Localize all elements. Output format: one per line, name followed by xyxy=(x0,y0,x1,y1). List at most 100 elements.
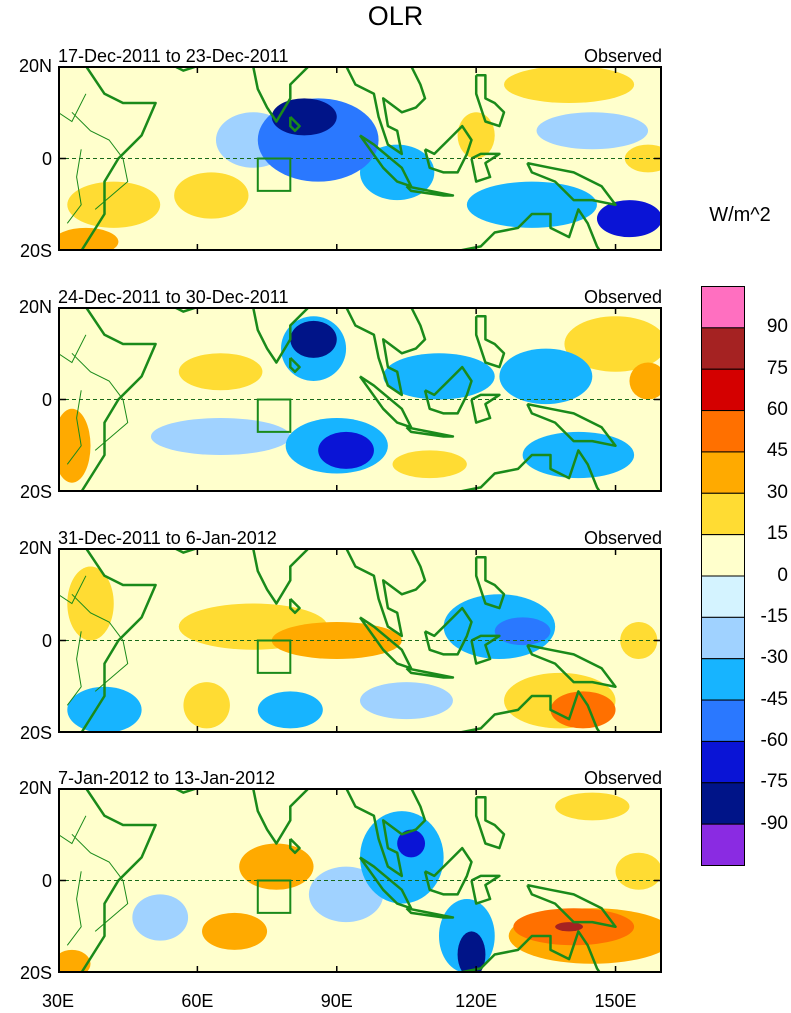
anomaly-contour xyxy=(629,362,662,400)
coastline xyxy=(423,124,473,174)
colorbar-swatch xyxy=(701,616,745,660)
coastline xyxy=(289,116,301,133)
anomaly-contour xyxy=(615,852,662,890)
anomaly-contour xyxy=(457,931,486,973)
coastline xyxy=(455,690,602,733)
panel-observed-label: Observed xyxy=(583,528,662,548)
anomaly-contour xyxy=(178,353,263,391)
anomaly-contour xyxy=(624,144,662,173)
anomaly-contour xyxy=(67,686,142,733)
x-tick-label: 90E xyxy=(320,991,353,1011)
colorbar-swatch xyxy=(701,534,745,577)
colorbar-level-label: 0 xyxy=(777,564,788,586)
anomaly-contour xyxy=(150,418,291,455)
map-frame xyxy=(58,66,662,251)
coastline xyxy=(474,556,506,610)
coastline xyxy=(470,874,501,905)
anomaly-contour xyxy=(383,353,495,400)
colorbar-level-label: 45 xyxy=(766,440,788,462)
country-border xyxy=(71,593,129,692)
anomaly-contour xyxy=(58,949,91,973)
colorbar-level-label: -30 xyxy=(760,647,788,669)
colorbar-level-label: -90 xyxy=(760,812,788,834)
coastline xyxy=(58,788,157,973)
anomaly-contour xyxy=(466,181,597,228)
coastline xyxy=(336,307,427,397)
colorbar-swatch xyxy=(701,658,745,701)
colorbar-level-label: -60 xyxy=(760,729,788,751)
y-tick-label: 0 xyxy=(41,148,52,169)
map-panel: 31-Dec-2011 to 6-Jan-2012 Observed 20N 0 20S xyxy=(0,528,700,743)
colorbar-swatch xyxy=(701,410,745,453)
anomaly-contour xyxy=(67,566,114,641)
coastline xyxy=(405,426,455,438)
coastline xyxy=(423,846,473,896)
country-border xyxy=(71,111,129,210)
anomaly-contour xyxy=(290,320,337,358)
colorbar-level-label: 60 xyxy=(766,399,788,421)
coastline xyxy=(58,548,157,733)
map-panel: 17-Dec-2011 to 23-Dec-2011 Observed 20N 0 20… xyxy=(0,46,700,261)
anomaly-contour xyxy=(499,348,593,405)
coastline xyxy=(474,74,506,128)
colorbar-swatch xyxy=(701,740,745,784)
map-frame xyxy=(58,788,662,973)
coastline xyxy=(336,788,427,878)
y-tick-label: 20N xyxy=(18,56,52,76)
map-frame xyxy=(58,548,662,733)
y-tick-label: 0 xyxy=(41,630,52,651)
y-tick-label: 20S xyxy=(19,241,52,261)
country-border xyxy=(66,631,82,706)
colorbar-level-label: -45 xyxy=(760,688,788,710)
coastline xyxy=(455,930,602,973)
coastline xyxy=(289,838,301,855)
coastline xyxy=(251,548,310,605)
anomaly-contour xyxy=(397,829,426,858)
x-tick-label: 60E xyxy=(181,991,214,1011)
colorbar-level-label: 90 xyxy=(766,316,788,338)
olr-anomaly-map xyxy=(58,307,662,492)
y-tick-label: 20N xyxy=(18,297,52,317)
y-tick-label: 0 xyxy=(41,389,52,410)
coastline xyxy=(470,152,501,183)
anomaly-contour xyxy=(457,112,495,159)
anomaly-contour xyxy=(239,843,314,890)
anomaly-contour xyxy=(620,622,658,659)
coastline xyxy=(455,449,602,492)
coastline xyxy=(526,402,617,448)
colorbar-level-label: 15 xyxy=(766,523,788,545)
x-tick-label: 120E xyxy=(455,991,498,1011)
anomaly-contour xyxy=(257,691,323,729)
region-box xyxy=(256,639,292,674)
anomaly-contour xyxy=(132,894,189,941)
anomaly-contour xyxy=(564,316,662,372)
region-box xyxy=(256,398,292,433)
y-tick-label: 20S xyxy=(19,723,52,743)
map-panel: 24-Dec-2011 to 30-Dec-2011 Observed 20N 0 20… xyxy=(0,287,700,502)
colorbar-swatch xyxy=(701,823,745,866)
coastline xyxy=(455,208,602,251)
y-tick-label: 20S xyxy=(19,482,52,502)
panel-date-range: 31-Dec-2011 to 6-Jan-2012 xyxy=(58,528,277,548)
panel-date-range: 17-Dec-2011 to 23-Dec-2011 xyxy=(58,46,289,66)
coastline xyxy=(423,606,473,656)
panel-observed-label: Observed xyxy=(583,287,662,307)
colorbar-units-label: W/m^2 xyxy=(709,204,771,226)
colorbar-swatch xyxy=(701,327,745,370)
country-border xyxy=(58,575,87,605)
coastline xyxy=(251,788,310,845)
coastline xyxy=(405,667,455,679)
coastline xyxy=(405,907,455,919)
x-tick-label: 150E xyxy=(594,991,637,1011)
colorbar-swatch xyxy=(701,782,745,825)
coastline xyxy=(526,161,617,207)
coastline xyxy=(405,185,455,197)
anomaly-contour xyxy=(58,408,91,483)
x-tick-label: 30E xyxy=(41,991,75,1011)
chart-title: OLR xyxy=(367,1,424,31)
anomaly-contour xyxy=(67,181,161,228)
panel-observed-label: Observed xyxy=(583,46,662,66)
y-tick-label: 20N xyxy=(18,538,52,558)
coastline xyxy=(289,357,301,374)
coastline xyxy=(474,315,506,369)
